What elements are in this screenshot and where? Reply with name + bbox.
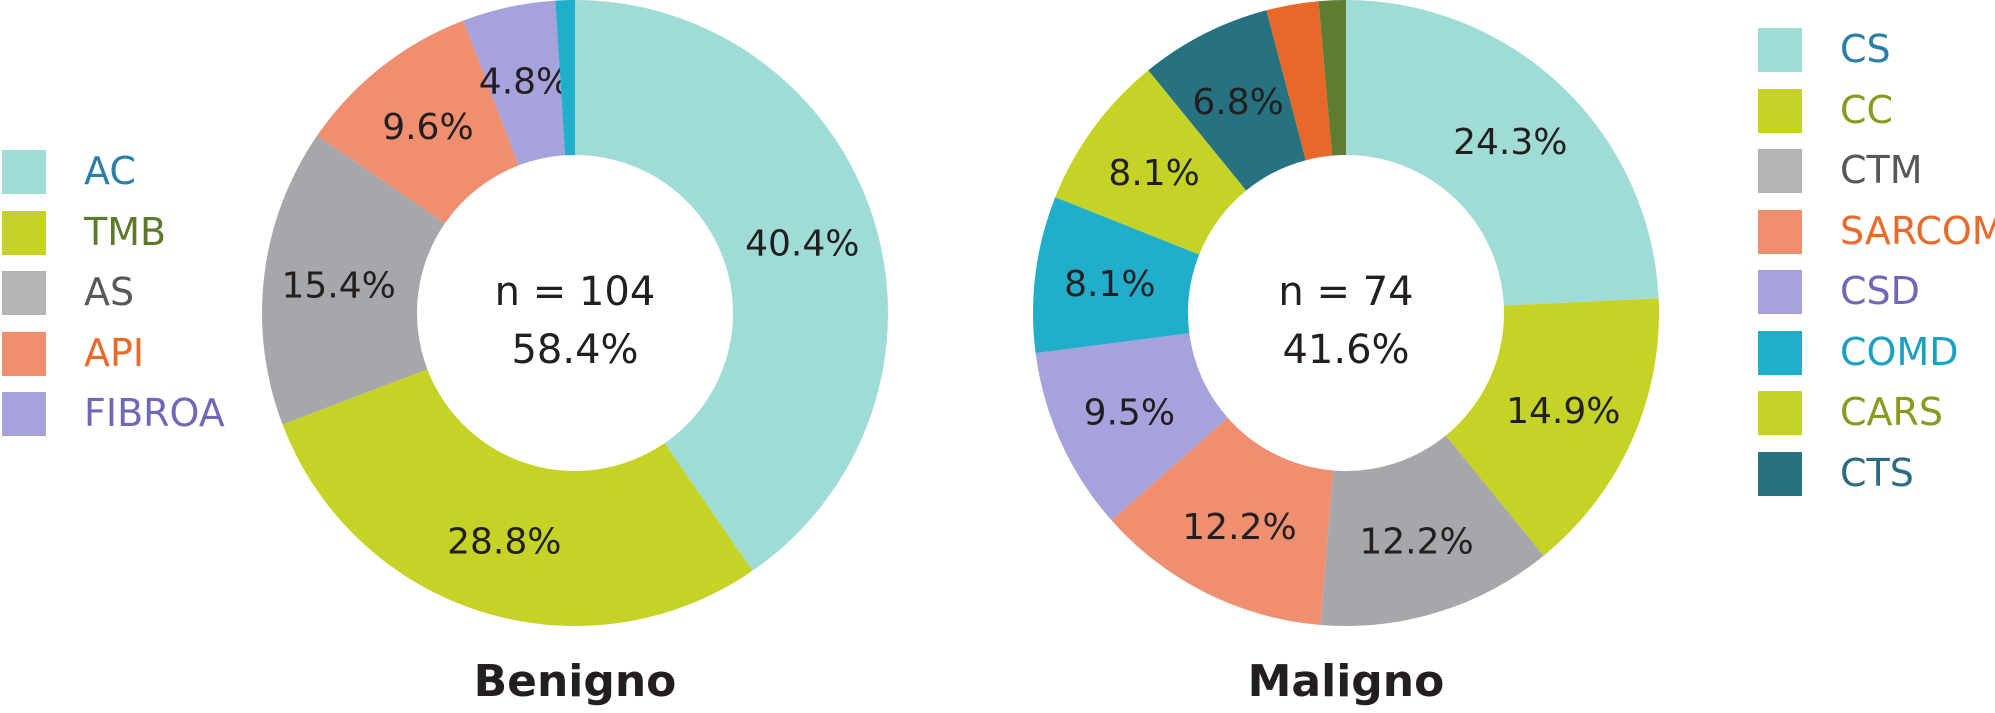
benigno-donut: 40.4% 28.8% 15.4% 9.6%4.8% (262, 0, 888, 626)
slice-maligno-unlabeled-8 (1266, 1, 1333, 161)
benigno-center-percent: 58.4% (511, 327, 638, 373)
slice-maligno-sarcoma (1111, 417, 1334, 625)
slice-maligno-cars (1055, 70, 1247, 255)
slice-maligno-csd (1035, 333, 1228, 521)
legend-label: FIBROA (84, 391, 225, 435)
slice-label-maligno-sarcoma: 12.2% (1182, 507, 1296, 548)
legend-label: CS (1840, 27, 1891, 71)
slice-benigno-as (262, 135, 445, 425)
slice-label-maligno-cs: 24.3% (1453, 122, 1567, 163)
maligno-title: Maligno (1248, 656, 1445, 707)
legend-swatch (2, 150, 46, 194)
benigno-title: Benigno (474, 656, 677, 707)
slice-maligno-cc (1445, 298, 1659, 556)
legend-swatch (1758, 391, 1802, 435)
slice-label-maligno-ctm: 12.2% (1359, 521, 1473, 562)
slice-label-benigno-fibroa: 4.8% (479, 61, 570, 102)
legend-label: TMB (84, 209, 167, 254)
slice-label-benigno-tmb: 28.8% (447, 521, 561, 562)
legend-label: CTS (1840, 450, 1914, 495)
legend-swatch (2, 210, 46, 255)
legend-swatch (2, 392, 46, 436)
slice-benigno-fibroa (463, 0, 566, 166)
slice-benigno-api (317, 20, 519, 224)
legend-label: AS (84, 270, 135, 314)
legend-swatch (1758, 149, 1802, 193)
slice-maligno-cts (1148, 10, 1306, 191)
legend-label: API (84, 330, 145, 375)
slice-maligno-cs (1346, 0, 1659, 306)
slice-label-benigno-as: 15.4% (282, 266, 396, 307)
legend-swatch (1758, 209, 1802, 254)
legend-label: CTM (1840, 148, 1923, 192)
legend-swatch (1758, 270, 1802, 314)
slice-benigno-ac (575, 0, 888, 571)
legend-swatch (1758, 451, 1802, 496)
maligno-donut: 24.3% 14.9% 12.2% 12.2% 9.5% 8.1% 8.1% 6.8% (1033, 0, 1659, 626)
slice-benigno-tmb (282, 369, 753, 626)
legend-label: CARS (1840, 390, 1944, 434)
legend-swatch (1758, 330, 1802, 375)
legend-label: COMD (1840, 329, 1959, 374)
slice-label-benigno-ac: 40.4% (745, 223, 859, 264)
slice-label-maligno-cts: 6.8% (1192, 82, 1283, 123)
legend-swatch (1758, 88, 1802, 133)
benigno-center-count: n = 104 (495, 269, 656, 315)
legend-label: CSD (1840, 269, 1920, 313)
slice-label-maligno-csd: 9.5% (1084, 392, 1175, 433)
legend-swatch (1758, 28, 1802, 72)
legend-swatch (2, 331, 46, 376)
maligno-center-count: n = 74 (1278, 269, 1413, 315)
slice-maligno-comd (1033, 197, 1200, 354)
legend-label: AC (84, 149, 136, 193)
slice-label-maligno-cars: 8.1% (1108, 153, 1199, 194)
slice-maligno-ctm (1320, 435, 1544, 626)
slice-label-benigno-api: 9.6% (382, 107, 473, 148)
slice-benigno-unlabeled-5 (555, 0, 575, 156)
legend-label: SARCOMA (1840, 208, 1995, 253)
legend-swatch (2, 271, 46, 315)
slice-label-maligno-cc: 14.9% (1506, 391, 1620, 432)
slice-label-maligno-comd: 8.1% (1064, 264, 1155, 305)
legend-label: CC (1840, 87, 1894, 132)
slice-maligno-unlabeled-9 (1318, 0, 1346, 156)
maligno-center-percent: 41.6% (1282, 327, 1409, 373)
